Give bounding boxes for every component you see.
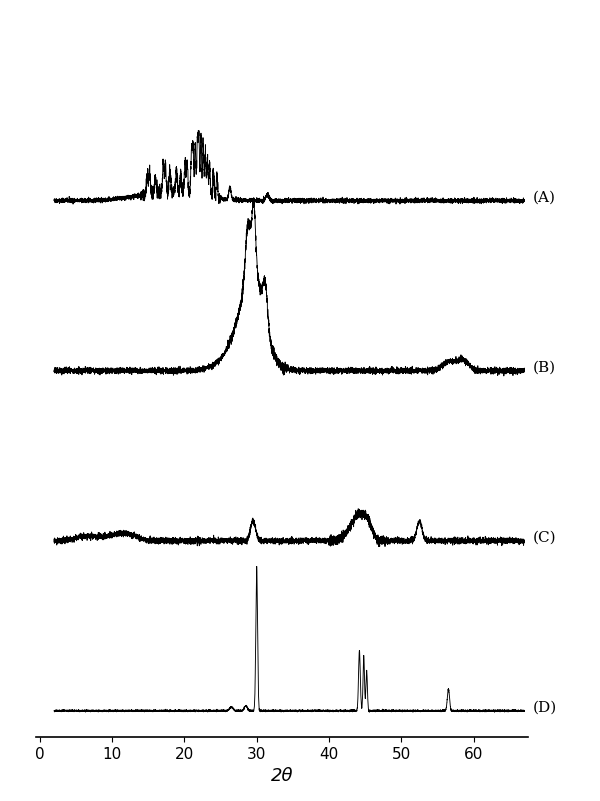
Text: (B): (B) [533,360,556,374]
Text: (D): (D) [533,701,557,714]
Text: (A): (A) [533,191,556,204]
Text: (C): (C) [533,530,557,545]
X-axis label: 2θ: 2θ [271,767,293,785]
